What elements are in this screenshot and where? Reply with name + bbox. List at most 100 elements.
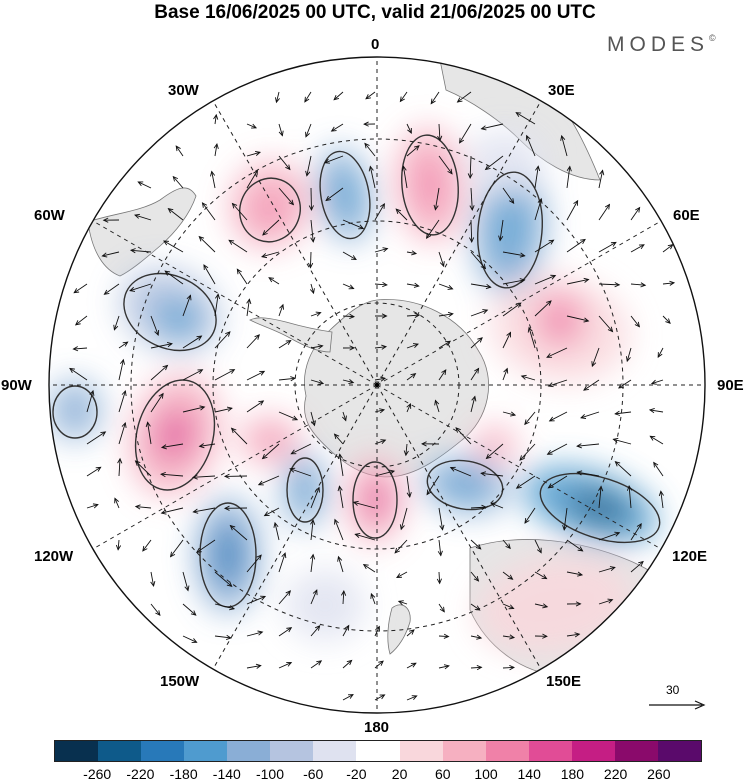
wind-vector: [598, 598, 614, 605]
wind-vector: [101, 251, 120, 258]
wind-vector: [502, 634, 516, 640]
wind-vector: [342, 283, 355, 290]
wind-vector: [337, 485, 344, 509]
arrow-right-icon: [649, 700, 706, 710]
anomaly-cell: [473, 425, 517, 465]
anomaly-shading: [49, 127, 658, 655]
lon-label-30e: 30E: [548, 82, 575, 99]
wind-vector: [164, 270, 184, 285]
anomaly-cell: [536, 292, 584, 348]
wind-vector: [342, 345, 356, 351]
contour-ring: [52, 385, 98, 439]
wind-vector: [406, 695, 418, 701]
wind-vector: [203, 264, 216, 285]
colorbar-swatch: [313, 741, 357, 761]
wind-vector: [502, 571, 514, 580]
wind-vector: [433, 187, 440, 211]
wind-vector: [438, 507, 445, 531]
wind-vector: [304, 91, 312, 103]
wind-vector: [118, 358, 125, 381]
wind-vector: [368, 165, 376, 189]
wind-vector: [246, 334, 260, 349]
anomaly-cell: [491, 192, 529, 268]
wind-vector: [406, 373, 417, 381]
colorbar-tick-label: -220: [126, 766, 155, 782]
lon-label-120e: 120E: [672, 548, 708, 565]
brand-logo: MODES©: [607, 33, 716, 57]
wind-vector: [230, 427, 248, 445]
colorbar-tick-label: -260: [83, 766, 112, 782]
wind-vector: [534, 165, 541, 189]
colorbar-swatch: [442, 741, 486, 761]
anomaly-cell: [49, 380, 101, 440]
wind-vector: [434, 399, 440, 413]
wind-vector: [278, 123, 284, 137]
wind-vector: [370, 592, 376, 605]
wind-vector: [86, 431, 107, 445]
wind-vector: [145, 421, 152, 445]
colorbar-swatch: [141, 741, 185, 761]
wind-vector: [246, 400, 265, 413]
wind-vector: [449, 466, 472, 477]
wind-vector: [175, 145, 184, 157]
wind-vector: [614, 460, 632, 477]
wind-vector: [150, 342, 173, 349]
wind-vector: [134, 504, 152, 510]
wind-vector: [115, 539, 122, 551]
colorbar: [54, 740, 702, 762]
wind-vector: [102, 217, 120, 223]
wind-vector: [182, 369, 204, 381]
wind-vector: [246, 370, 266, 381]
meridian-line: [376, 100, 542, 386]
wind-vector: [406, 475, 412, 498]
contour-ring: [352, 461, 398, 539]
wind-vector: [246, 554, 262, 573]
wind-vector: [650, 379, 664, 385]
colorbar-ticks: -260 -220 -180 -140 -100 -60 -20 20 60 100 140 180 2…: [0, 766, 750, 783]
wind-vector: [261, 251, 280, 259]
wind-vector: [520, 374, 536, 381]
wind-vector: [362, 564, 376, 573]
wind-vector: [403, 443, 409, 457]
wind-vector: [364, 142, 376, 157]
wind-vector: [213, 143, 219, 157]
wind-vector: [426, 475, 440, 496]
wind-vector: [406, 123, 412, 134]
colorbar-tick-label: 260: [647, 766, 671, 782]
wind-vector: [502, 187, 515, 204]
wind-vector: [214, 406, 233, 413]
wind-vector: [278, 552, 287, 573]
anomaly-cell: [465, 130, 545, 190]
wind-vector: [213, 113, 219, 125]
meridian-line: [376, 384, 542, 670]
wind-vector: [246, 663, 262, 669]
wind-vector: [406, 343, 419, 349]
wind-vector: [195, 539, 216, 553]
anomaly-cell: [285, 569, 365, 641]
wind-vector: [142, 539, 152, 552]
wind-vector: [160, 507, 184, 515]
wind-vector: [662, 315, 671, 324]
meridian-line: [376, 220, 662, 386]
wind-vector: [341, 411, 347, 422]
wind-vector: [246, 298, 252, 317]
wind-vector: [310, 589, 318, 605]
wind-vector: [470, 634, 483, 640]
wind-vector: [566, 601, 582, 607]
wind-vector: [374, 469, 396, 477]
wind-vector: [470, 283, 492, 290]
wind-vector: [630, 560, 644, 573]
wind-vector: [198, 235, 216, 253]
wind-vector: [566, 238, 586, 253]
colorbar-swatch: [270, 741, 314, 761]
wind-vector: [576, 443, 600, 449]
contour-ring: [286, 457, 324, 523]
wind-vector: [470, 309, 489, 317]
wind-vector: [566, 165, 572, 189]
wind-vector: [438, 603, 445, 613]
wind-vector: [395, 208, 408, 221]
wind-vector: [342, 694, 354, 701]
wind-vector: [223, 473, 248, 479]
wind-vector: [278, 303, 284, 317]
wind-vector: [438, 664, 450, 670]
